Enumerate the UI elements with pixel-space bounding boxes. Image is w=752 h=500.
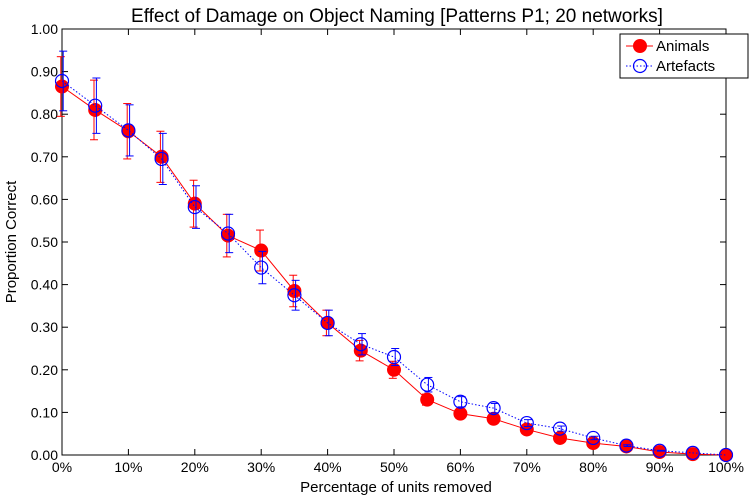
y-tick-label: 0.10	[31, 404, 58, 420]
legend-marker-artefacts	[632, 58, 648, 74]
y-tick-label: 0.90	[31, 64, 58, 80]
data-point-animals	[55, 79, 69, 94]
data-point-artefacts	[254, 260, 269, 275]
x-tick-label: 50%	[380, 459, 408, 475]
data-point-artefacts	[121, 123, 136, 138]
data-point-animals	[187, 196, 202, 211]
legend: Animals Artefacts	[619, 33, 749, 79]
data-point-artefacts	[586, 430, 601, 446]
x-tick-label: 70%	[513, 459, 541, 475]
x-tick-label: 40%	[314, 459, 342, 475]
data-point-artefacts	[386, 349, 402, 365]
series-line-animals	[61, 86, 727, 456]
data-point-artefacts	[187, 199, 202, 215]
data-point-animals	[453, 406, 468, 421]
y-tick-label: 0.60	[31, 191, 58, 207]
data-point-animals	[287, 283, 302, 298]
y-axis-label: Proportion Correct	[3, 180, 20, 303]
data-point-animals	[652, 445, 667, 460]
x-tick-label: 0%	[52, 459, 72, 475]
x-tick-label: 20%	[181, 459, 209, 475]
y-tick-label: 0.50	[31, 234, 58, 250]
data-point-animals	[254, 243, 269, 258]
y-tick-label: 0.00	[31, 447, 58, 463]
data-point-artefacts	[552, 421, 568, 436]
data-point-artefacts	[154, 151, 169, 167]
y-tick-label: 0.80	[31, 106, 58, 122]
series-artefacts	[54, 50, 734, 463]
legend-marker-animals	[633, 39, 647, 53]
series-layer	[54, 50, 734, 463]
y-tick-label: 0.70	[31, 149, 58, 165]
data-point-artefacts	[287, 288, 302, 303]
x-tick-label: 30%	[247, 459, 275, 475]
y-tick-label: 0.30	[31, 319, 58, 335]
data-point-artefacts	[353, 337, 368, 352]
chart-title: Effect of Damage on Object Naming [Patte…	[131, 6, 663, 27]
data-point-animals	[685, 447, 700, 462]
axis-ticks: 0% 10% 20% 30% 40% 50% 60% 70% 80% 90% 100% 0.00 0.1…	[31, 21, 744, 475]
legend-label-animals: Animals	[656, 38, 709, 55]
y-tick-label: 0.40	[31, 277, 58, 293]
series-line-artefacts	[61, 80, 727, 456]
data-point-artefacts	[220, 226, 236, 241]
data-point-artefacts	[88, 98, 103, 113]
x-tick-label: 60%	[446, 459, 474, 475]
y-tick-label: 0.20	[31, 362, 58, 378]
data-point-artefacts	[685, 445, 700, 460]
x-tick-label: 100%	[708, 459, 744, 475]
data-point-animals	[486, 411, 501, 426]
data-point-artefacts	[619, 438, 634, 453]
series-animals	[55, 56, 733, 462]
y-tick-label: 1.00	[31, 21, 58, 37]
x-axis-label: Percentage of units removed	[300, 479, 492, 496]
data-point-artefacts	[652, 443, 667, 458]
data-point-animals	[420, 392, 435, 407]
data-point-artefacts	[420, 377, 435, 392]
data-point-artefacts	[453, 394, 468, 409]
data-point-artefacts	[718, 447, 734, 463]
plot-frame	[61, 28, 727, 456]
x-tick-label: 80%	[579, 459, 607, 475]
data-point-artefacts	[54, 73, 70, 89]
legend-label-artefacts: Artefacts	[656, 58, 715, 75]
data-point-artefacts	[320, 315, 335, 331]
x-tick-label: 10%	[114, 459, 142, 475]
data-point-artefacts	[519, 415, 534, 431]
data-point-artefacts	[486, 401, 501, 416]
x-tick-label: 90%	[646, 459, 674, 475]
